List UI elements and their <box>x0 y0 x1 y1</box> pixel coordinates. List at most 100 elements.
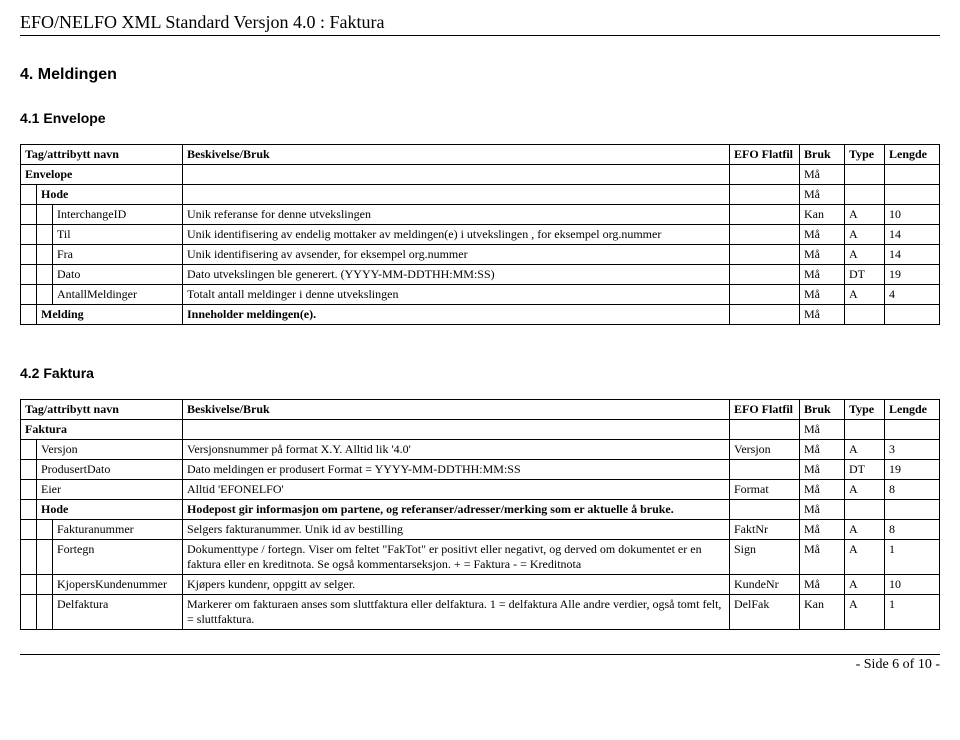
cell-name: Melding <box>37 305 183 325</box>
table-row: Fra Unik identifisering av avsender, for… <box>21 245 940 265</box>
th-flat: EFO Flatfil <box>730 145 800 165</box>
th-desc: Beskivelse/Bruk <box>183 145 730 165</box>
cell-name: Eier <box>37 480 183 500</box>
cell-name: Versjon <box>37 440 183 460</box>
th-desc: Beskivelse/Bruk <box>183 400 730 420</box>
header-rule <box>20 35 940 36</box>
cell-bruk: Kan <box>800 595 845 630</box>
table-row: Fortegn Dokumenttype / fortegn. Viser om… <box>21 540 940 575</box>
cell-desc: Unik identifisering av avsender, for eks… <box>183 245 730 265</box>
cell-bruk: Må <box>800 285 845 305</box>
section-4-1-heading: 4.1 Envelope <box>20 110 940 126</box>
table-row: Melding Inneholder meldingen(e). Må <box>21 305 940 325</box>
cell-name: ProdusertDato <box>37 460 183 480</box>
doc-header: EFO/NELFO XML Standard Versjon 4.0 : Fak… <box>20 12 940 33</box>
th-len: Lengde <box>885 400 940 420</box>
cell-bruk: Må <box>800 500 845 520</box>
section-4-2-heading: 4.2 Faktura <box>20 365 940 381</box>
cell-bruk: Må <box>800 225 845 245</box>
cell-desc: Markerer om fakturaen anses som sluttfak… <box>183 595 730 630</box>
cell-desc: Alltid 'EFONELFO' <box>183 480 730 500</box>
cell-len: 1 <box>885 540 940 575</box>
cell-name: Hode <box>37 185 183 205</box>
table-row: Envelope Må <box>21 165 940 185</box>
cell-type: DT <box>845 265 885 285</box>
cell-name: Dato <box>53 265 183 285</box>
cell-desc: Dato utvekslingen ble generert. (YYYY-MM… <box>183 265 730 285</box>
cell-desc: Totalt antall meldinger i denne utveksli… <box>183 285 730 305</box>
cell-desc: Hodepost gir informasjon om partene, og … <box>183 500 730 520</box>
cell-name: AntallMeldinger <box>53 285 183 305</box>
table-row: AntallMeldinger Totalt antall meldinger … <box>21 285 940 305</box>
cell-name: Hode <box>37 500 183 520</box>
cell-name: Til <box>53 225 183 245</box>
cell-type: A <box>845 595 885 630</box>
cell-len: 10 <box>885 205 940 225</box>
th-tag: Tag/attribytt navn <box>21 400 183 420</box>
cell-len: 8 <box>885 520 940 540</box>
cell-flat: Sign <box>730 540 800 575</box>
cell-name: Fra <box>53 245 183 265</box>
cell-desc: Kjøpers kundenr, oppgitt av selger. <box>183 575 730 595</box>
table-row: Faktura Må <box>21 420 940 440</box>
table-row: Fakturanummer Selgers fakturanummer. Uni… <box>21 520 940 540</box>
table-row: Til Unik identifisering av endelig motta… <box>21 225 940 245</box>
table-row: Hode Hodepost gir informasjon om partene… <box>21 500 940 520</box>
cell-name: Fakturanummer <box>53 520 183 540</box>
cell-name: Fortegn <box>53 540 183 575</box>
cell-bruk: Må <box>800 440 845 460</box>
cell-flat: Format <box>730 480 800 500</box>
cell-bruk: Må <box>800 520 845 540</box>
cell-len: 19 <box>885 460 940 480</box>
cell-desc: Unik identifisering av endelig mottaker … <box>183 225 730 245</box>
cell-type: A <box>845 285 885 305</box>
cell-len: 4 <box>885 285 940 305</box>
cell-bruk: Må <box>800 575 845 595</box>
cell-desc: Selgers fakturanummer. Unik id av bestil… <box>183 520 730 540</box>
cell-flat: DelFak <box>730 595 800 630</box>
cell-desc: Unik referanse for denne utvekslingen <box>183 205 730 225</box>
cell-flat: FaktNr <box>730 520 800 540</box>
section-4-heading: 4. Meldingen <box>20 66 940 84</box>
page-footer: - Side 6 of 10 - <box>20 657 940 673</box>
cell-desc: Dokumenttype / fortegn. Viser om feltet … <box>183 540 730 575</box>
cell-flat: Versjon <box>730 440 800 460</box>
footer-rule <box>20 654 940 655</box>
th-type: Type <box>845 145 885 165</box>
cell-len: 14 <box>885 225 940 245</box>
cell-desc: Dato meldingen er produsert Format = YYY… <box>183 460 730 480</box>
cell-type: A <box>845 520 885 540</box>
cell-len: 10 <box>885 575 940 595</box>
cell-name: KjopersKundenummer <box>53 575 183 595</box>
table-row: InterchangeID Unik referanse for denne u… <box>21 205 940 225</box>
cell-name: Envelope <box>21 165 183 185</box>
th-len: Lengde <box>885 145 940 165</box>
cell-flat: KundeNr <box>730 575 800 595</box>
cell-desc: Versjonsnummer på format X.Y. Alltid lik… <box>183 440 730 460</box>
table-row: Versjon Versjonsnummer på format X.Y. Al… <box>21 440 940 460</box>
cell-desc: Inneholder meldingen(e). <box>183 305 730 325</box>
faktura-table: Tag/attribytt navn Beskivelse/Bruk EFO F… <box>20 399 940 630</box>
cell-type: DT <box>845 460 885 480</box>
cell-bruk: Må <box>800 165 845 185</box>
table-header-row: Tag/attribytt navn Beskivelse/Bruk EFO F… <box>21 400 940 420</box>
cell-len: 14 <box>885 245 940 265</box>
th-tag: Tag/attribytt navn <box>21 145 183 165</box>
cell-bruk: Må <box>800 420 845 440</box>
cell-len: 19 <box>885 265 940 285</box>
cell-bruk: Må <box>800 305 845 325</box>
th-bruk: Bruk <box>800 400 845 420</box>
cell-name: InterchangeID <box>53 205 183 225</box>
cell-type: A <box>845 440 885 460</box>
cell-bruk: Må <box>800 460 845 480</box>
cell-bruk: Må <box>800 540 845 575</box>
cell-len: 8 <box>885 480 940 500</box>
cell-bruk: Må <box>800 245 845 265</box>
cell-name: Delfaktura <box>53 595 183 630</box>
cell-bruk: Må <box>800 265 845 285</box>
cell-type: A <box>845 575 885 595</box>
table-row: KjopersKundenummer Kjøpers kundenr, oppg… <box>21 575 940 595</box>
cell-len: 3 <box>885 440 940 460</box>
cell-bruk: Kan <box>800 205 845 225</box>
table-header-row: Tag/attribytt navn Beskivelse/Bruk EFO F… <box>21 145 940 165</box>
